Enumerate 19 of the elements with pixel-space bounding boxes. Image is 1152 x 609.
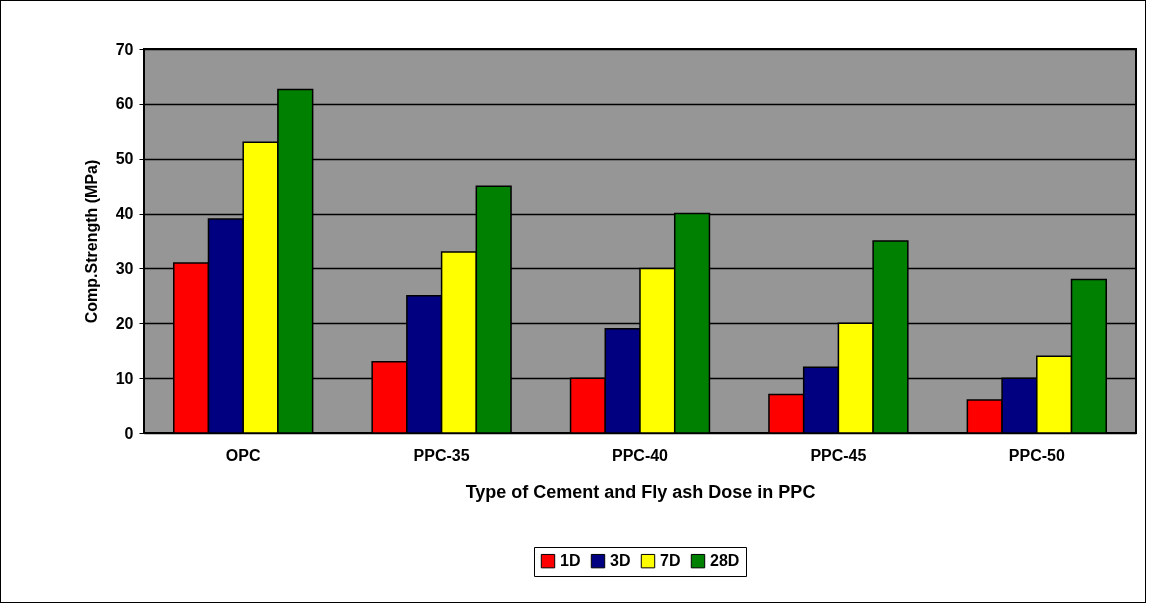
- x-tick-label: PPC-40: [611, 446, 669, 464]
- legend-label: 7D: [660, 552, 681, 570]
- x-tick-label: PPC-35: [413, 446, 470, 464]
- y-tick-label: 60: [115, 95, 134, 113]
- legend-label: 3D: [610, 552, 631, 570]
- y-tick-label: 0: [124, 424, 134, 442]
- y-tick-label: 70: [115, 40, 134, 58]
- x-tick-label: PPC-50: [1008, 446, 1065, 464]
- x-tick-label: OPC: [225, 446, 261, 464]
- y-tick-label: 10: [115, 369, 134, 387]
- y-tick-label: 50: [115, 150, 134, 168]
- y-axis-title: Comp.Strength (MPa): [82, 159, 100, 324]
- y-tick-label: 40: [115, 205, 134, 223]
- legend-label: 1D: [560, 552, 581, 570]
- x-tick-label: PPC-45: [810, 446, 867, 464]
- y-tick-label: 20: [115, 314, 134, 332]
- legend-label: 28D: [710, 552, 740, 570]
- x-axis-title: Type of Cement and Fly ash Dose in PPC: [465, 481, 816, 502]
- y-tick-label: 30: [115, 259, 134, 277]
